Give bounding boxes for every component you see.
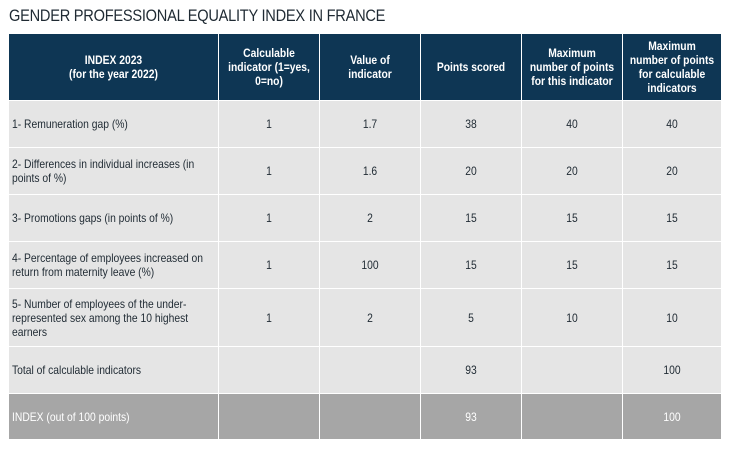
table-cell: 20: [521, 147, 623, 195]
table-cell: 10: [521, 288, 623, 347]
table-cell: 1: [218, 194, 320, 242]
table-row: 2- Differences in individual increases (…: [8, 147, 722, 195]
table-cell: 100: [622, 346, 722, 394]
table-cell: 1.7: [319, 100, 421, 148]
table-row: 5- Number of employees of the under-repr…: [8, 288, 722, 347]
header-line: (for the year 2022): [69, 67, 158, 81]
table-cell: 1: [218, 100, 320, 148]
row-label: 1- Remuneration gap (%): [8, 100, 219, 148]
row-label: 5- Number of employees of the under-repr…: [8, 288, 219, 347]
table-cell: 15: [521, 194, 623, 242]
table-cell: 20: [420, 147, 522, 195]
table-row: 4- Percentage of employees increased on …: [8, 241, 722, 289]
table-row: 3- Promotions gaps (in points of %) 1 2 …: [8, 194, 722, 242]
table-cell: 1: [218, 147, 320, 195]
table-cell: 10: [622, 288, 722, 347]
table-cell: 40: [521, 100, 623, 148]
table-cell: 5: [420, 288, 522, 347]
index-row: INDEX (out of 100 points) 93 100: [8, 393, 722, 440]
table-cell: [218, 346, 320, 394]
row-label: 4- Percentage of employees increased on …: [8, 241, 219, 289]
table-cell: 1: [218, 241, 320, 289]
page-title: GENDER PROFESSIONAL EQUALITY INDEX IN FR…: [9, 6, 386, 25]
table-cell: 40: [622, 100, 722, 148]
equality-index-table: INDEX 2023 (for the year 2022) Calculabl…: [8, 33, 722, 440]
table-row: 1- Remuneration gap (%) 1 1.7 38 40 40: [8, 100, 722, 148]
table-cell: 38: [420, 100, 522, 148]
table-cell: [521, 346, 623, 394]
header-line: INDEX 2023: [84, 53, 143, 67]
column-header-index: INDEX 2023 (for the year 2022): [8, 33, 219, 101]
table-cell: 15: [622, 194, 722, 242]
column-header-max-points: Maximum number of points for this indica…: [521, 33, 623, 101]
table-cell: 1.6: [319, 147, 421, 195]
table-cell: 20: [622, 147, 722, 195]
column-header-calculable: Calculable indicator (1=yes, 0=no): [218, 33, 320, 101]
table-header-row: INDEX 2023 (for the year 2022) Calculabl…: [8, 33, 722, 101]
table-cell: [218, 393, 320, 440]
table-cell: 100: [622, 393, 722, 440]
column-header-max-points-calculable: Maximum number of points for calculable …: [622, 33, 722, 101]
column-header-value: Value of indicator: [319, 33, 421, 101]
table-cell: 93: [420, 393, 522, 440]
table-cell: 15: [420, 241, 522, 289]
total-row: Total of calculable indicators 93 100: [8, 346, 722, 394]
row-label: 2- Differences in individual increases (…: [8, 147, 219, 195]
row-label: 3- Promotions gaps (in points of %): [8, 194, 219, 242]
table-cell: 93: [420, 346, 522, 394]
table-cell: 15: [420, 194, 522, 242]
column-header-points-scored: Points scored: [420, 33, 522, 101]
column-header-index-label: INDEX 2023 (for the year 2022): [24, 53, 204, 81]
table-cell: 15: [521, 241, 623, 289]
table-cell: [319, 393, 421, 440]
table-cell: [319, 346, 421, 394]
table-cell: 1: [218, 288, 320, 347]
table-cell: 100: [319, 241, 421, 289]
table-cell: 2: [319, 288, 421, 347]
row-label: Total of calculable indicators: [8, 346, 219, 394]
row-label: INDEX (out of 100 points): [8, 393, 219, 440]
table-cell: 2: [319, 194, 421, 242]
table-cell: 15: [622, 241, 722, 289]
table-cell: [521, 393, 623, 440]
